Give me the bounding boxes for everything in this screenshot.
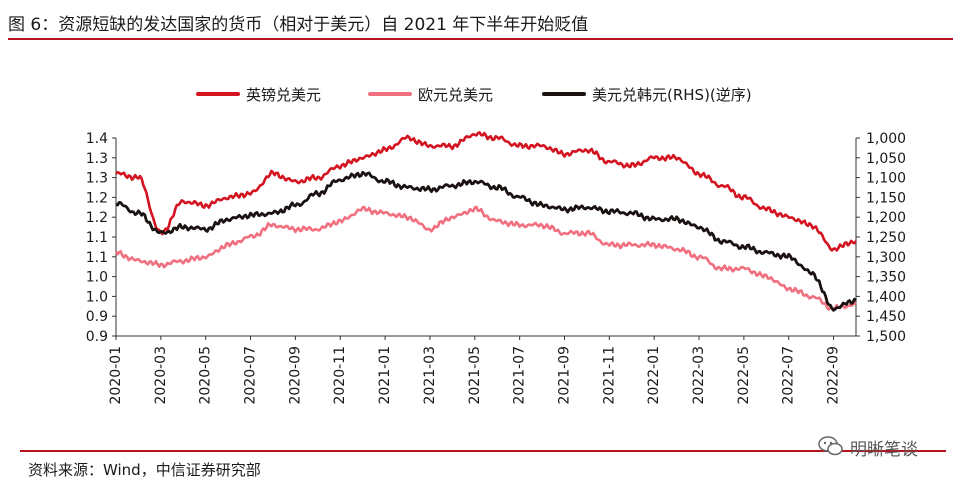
series-line-eur: [114, 205, 857, 312]
y-right-tick-label: 1,300: [866, 250, 906, 266]
x-tick-label: 2022-03: [691, 346, 707, 405]
wechat-icon: [818, 436, 843, 456]
y-right-tick-label: 1,450: [866, 309, 906, 325]
legend-swatch-krw: [542, 92, 586, 96]
title-rule: [8, 38, 953, 40]
series-line-gbp: [115, 131, 858, 252]
source-note: 资料来源：Wind，中信证券研究部: [28, 461, 261, 479]
y-left-tick-label: 1.3: [86, 171, 108, 187]
series-line-krw: [115, 170, 857, 312]
y-right-tick-label: 1,000: [866, 131, 906, 147]
legend-label-krw: 美元兑韩元(RHS)(逆序): [592, 86, 752, 104]
y-left-tick-label: 1.2: [86, 210, 108, 226]
y-left-tick-label: 1.3: [86, 151, 108, 167]
legend-swatch-eur: [368, 92, 412, 96]
y-left-tick-label: 0.9: [86, 329, 108, 345]
x-tick-label: 2021-03: [422, 346, 438, 405]
x-tick-label: 2021-09: [556, 346, 572, 405]
y-right-tick-label: 1,350: [866, 270, 906, 286]
x-tick-label: 2020-07: [243, 346, 259, 405]
watermark: 明晰笔谈: [818, 433, 948, 460]
y-right-tick-label: 1,200: [866, 210, 906, 226]
figure-title: 图 6：资源短缺的发达国家的货币（相对于美元）自 2021 年下半年开始贬值: [8, 15, 589, 35]
y-left-tick-label: 1.2: [86, 190, 108, 206]
x-tick-label: 2021-05: [467, 346, 483, 405]
x-tick-label: 2022-07: [781, 346, 797, 405]
x-tick-label: 2021-01: [377, 346, 393, 405]
x-tick-label: 2020-11: [332, 346, 348, 405]
y-right-tick-label: 1,050: [866, 151, 906, 167]
legend-label-gbp: 英镑兑美元: [246, 86, 322, 104]
y-right-tick-label: 1,250: [866, 230, 906, 246]
x-tick-label: 2021-11: [601, 346, 617, 405]
y-left-tick-label: 1.4: [86, 131, 108, 147]
footer-rule: [20, 450, 946, 452]
figure-header: 图 6：资源短缺的发达国家的货币（相对于美元）自 2021 年下半年开始贬值: [8, 10, 953, 40]
x-tick-label: 2021-07: [512, 346, 528, 405]
y-left-tick-label: 0.9: [86, 309, 108, 325]
x-tick-label: 2022-05: [736, 346, 752, 405]
x-tick-label: 2020-03: [153, 346, 169, 405]
x-tick-label: 2022-09: [826, 346, 842, 405]
chart-legend: 英镑兑美元 欧元兑美元 美元兑韩元(RHS)(逆序): [0, 82, 973, 106]
y-right-tick-label: 1,400: [866, 289, 906, 305]
y-right-tick-label: 1,500: [866, 329, 906, 345]
x-tick-label: 2022-01: [646, 346, 662, 405]
legend-label-eur: 欧元兑美元: [418, 86, 494, 104]
x-tick-label: 2020-01: [108, 346, 124, 405]
y-right-tick-label: 1,150: [866, 190, 906, 206]
y-left-tick-label: 1.0: [86, 289, 108, 305]
y-left-tick-label: 1.1: [86, 230, 108, 246]
x-tick-label: 2020-05: [198, 346, 214, 405]
y-right-tick-label: 1,100: [866, 171, 906, 187]
watermark-text: 明晰笔谈: [850, 440, 918, 460]
legend-swatch-gbp: [196, 92, 240, 96]
y-left-tick-label: 1.0: [86, 270, 108, 286]
y-left-tick-label: 1.1: [86, 250, 108, 266]
x-tick-label: 2020-09: [287, 346, 303, 405]
